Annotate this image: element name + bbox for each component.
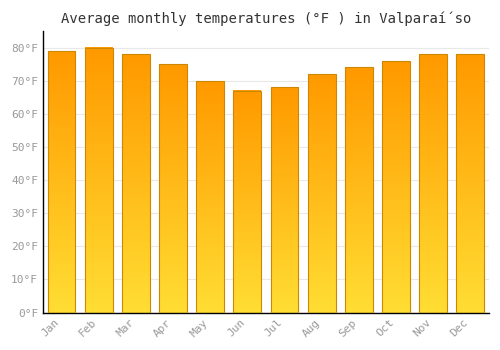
Bar [85,48,112,313]
Bar [308,74,336,313]
Bar [234,91,262,313]
Bar [456,54,484,313]
Bar [122,54,150,313]
Bar [419,54,447,313]
Bar [196,80,224,313]
Bar [48,51,76,313]
Bar [159,64,187,313]
Bar [382,61,410,313]
Bar [345,68,373,313]
Bar [270,87,298,313]
Title: Average monthly temperatures (°F ) in Valparaí́so: Average monthly temperatures (°F ) in Va… [60,11,471,26]
